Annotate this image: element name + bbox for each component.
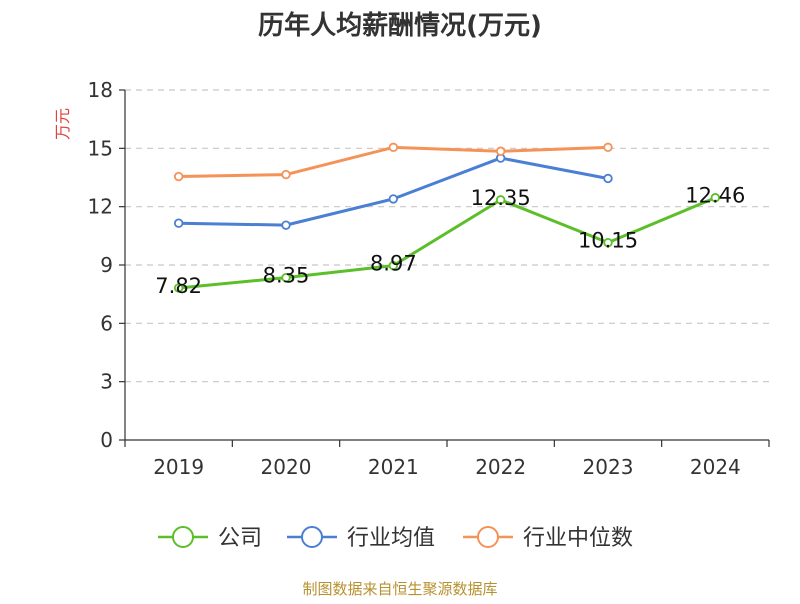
legend-marker-2 [477, 526, 499, 548]
series-2-point [173, 171, 184, 182]
series-lines [173, 142, 721, 293]
series-2-point [281, 169, 291, 180]
x-tick-label-2020: 2020 [261, 455, 312, 479]
series-line-0 [178, 196, 716, 290]
x-tick-label-2019: 2019 [153, 455, 204, 479]
series-1-point [603, 173, 613, 184]
y-tick-label: 6 [100, 311, 113, 335]
y-tick-label: 15 [88, 136, 113, 160]
series-0-point [710, 193, 721, 203]
legend-label-1: 行业均值 [347, 526, 435, 551]
y-tick-label: 9 [100, 253, 113, 277]
series-0-point [281, 272, 291, 283]
data-label: 8.97 [370, 252, 417, 276]
series-0-point [495, 195, 506, 205]
grid-lines [125, 89, 769, 383]
data-label: 10.15 [578, 229, 638, 253]
x-tick-label-2024: 2024 [690, 455, 741, 479]
y-axis-unit: 万元 [53, 108, 72, 140]
series-0-point [173, 283, 184, 293]
legend-marker-0 [172, 526, 194, 548]
x-tick-label-2022: 2022 [475, 455, 526, 479]
axes: 0 3 6 9 12 15 18 2019 2020 2021 2022 2023 2024 [88, 78, 770, 479]
series-1-point [173, 218, 184, 228]
legend-label-0: 公司 [218, 526, 262, 551]
legend-marker-1 [301, 526, 323, 548]
data-label: 8.35 [263, 264, 310, 288]
chart-title: 历年人均薪酬情况(万元) [258, 10, 542, 41]
series-2-point [495, 146, 506, 156]
legend-label-2: 行业中位数 [523, 526, 633, 551]
data-label: 12.35 [471, 186, 531, 210]
data-label: 12.46 [685, 184, 745, 208]
series-1-point [281, 220, 291, 230]
x-tick-label-2023: 2023 [583, 455, 634, 479]
series-1-point [388, 194, 399, 204]
data-label: 7.82 [155, 274, 202, 298]
source-note: 制图数据来自恒生聚源数据库 [302, 580, 497, 598]
y-tick-label: 18 [88, 78, 113, 102]
series-0-point [603, 237, 613, 248]
series-2-point [388, 142, 399, 153]
data-labels: 7.82 8.35 8.97 12.35 10.15 12.46 [155, 184, 745, 298]
x-tick-label-2021: 2021 [368, 455, 419, 479]
legend: 公司 行业均值 行业中位数 [158, 526, 633, 551]
series-2-point [603, 142, 613, 153]
y-tick-label: 3 [100, 370, 113, 394]
series-0-point [388, 260, 399, 271]
series-line-1 [178, 156, 609, 227]
y-tick-label: 12 [88, 195, 113, 219]
y-tick-label: 0 [100, 428, 113, 452]
